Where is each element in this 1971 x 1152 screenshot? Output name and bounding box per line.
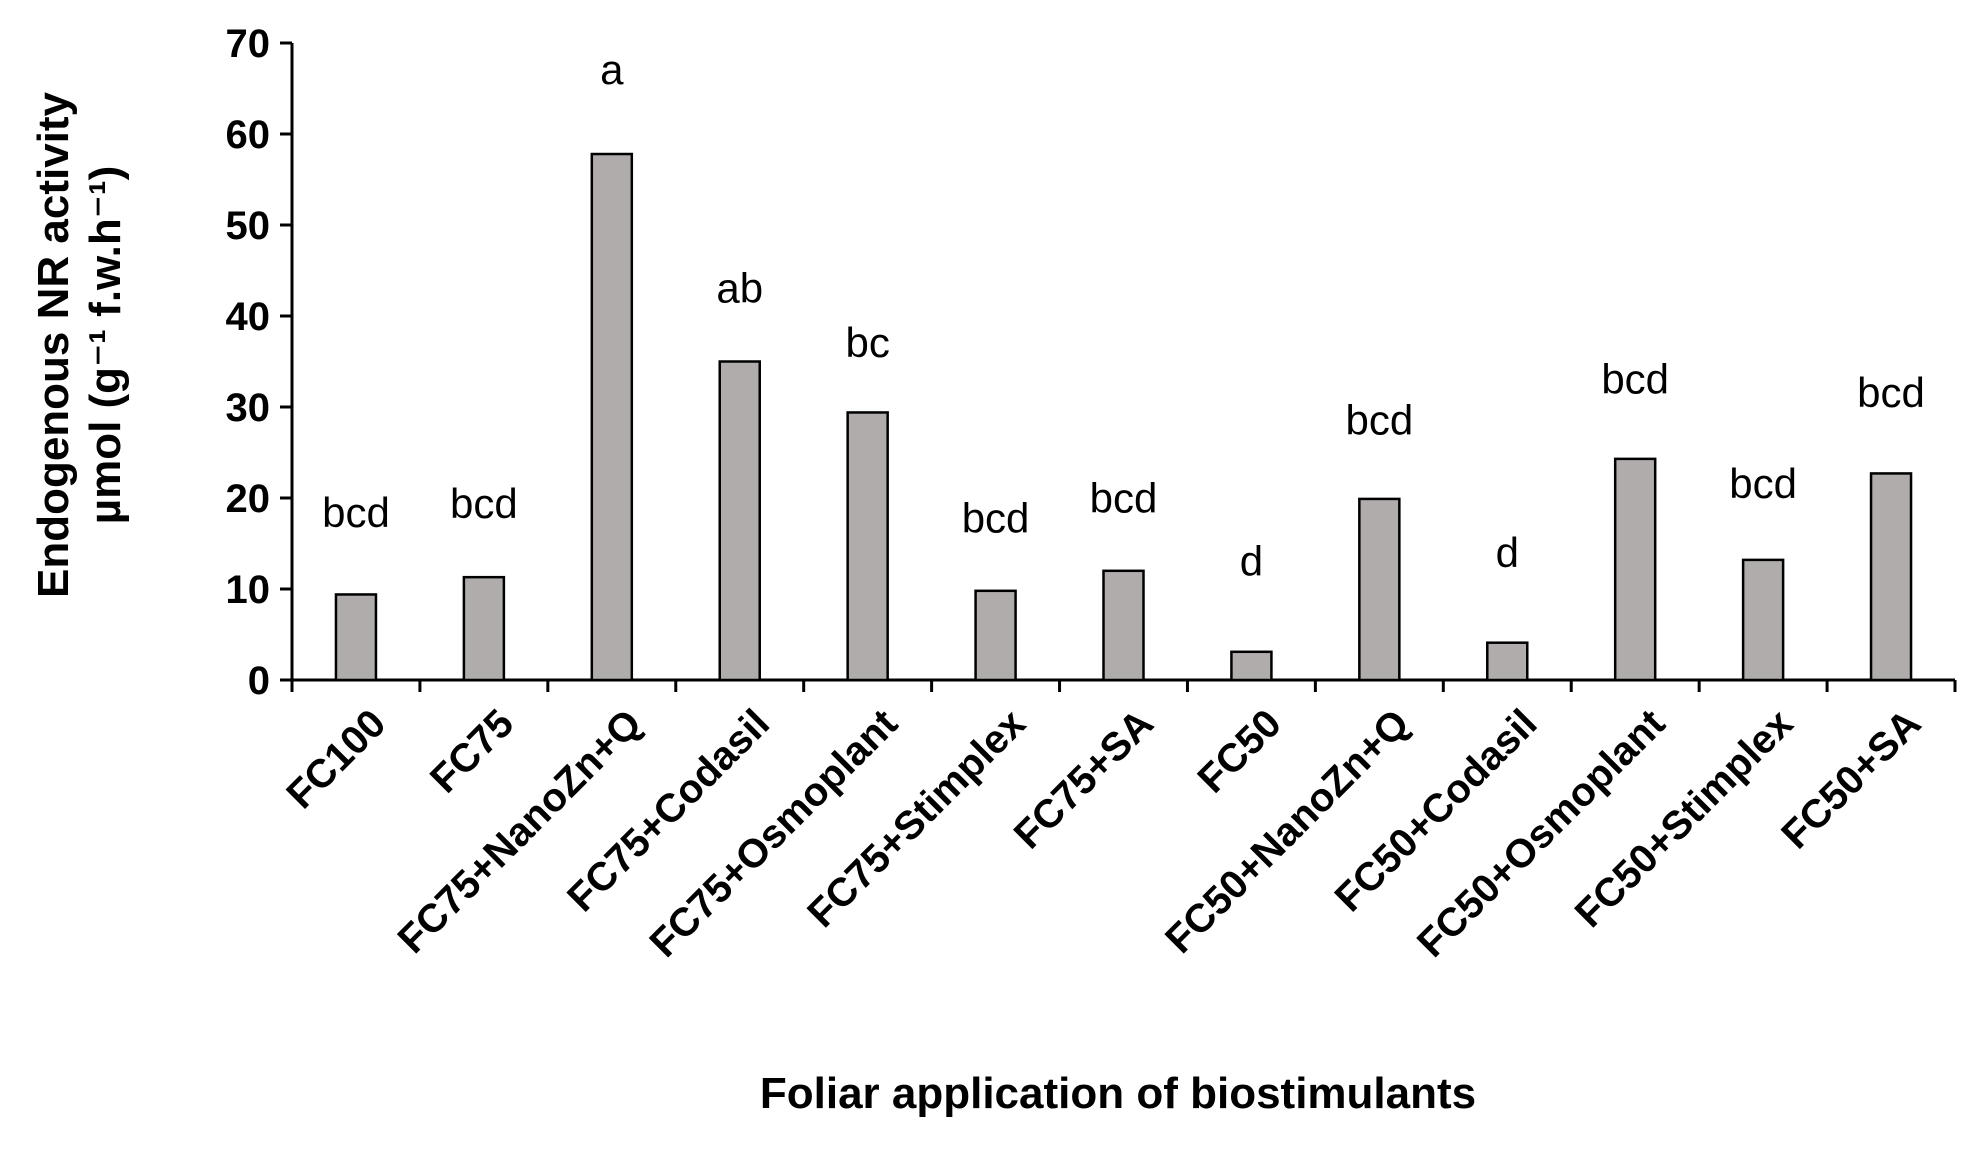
significance-label: bcd [1729, 460, 1797, 507]
significance-label: d [1496, 529, 1519, 576]
x-tick-label: FC75+Osmoplant [642, 701, 907, 966]
significance-label: d [1240, 537, 1263, 584]
significance-label: bcd [322, 489, 390, 536]
bar [1358, 497, 1401, 682]
bar [718, 360, 761, 682]
significance-label: bcd [1090, 475, 1158, 522]
x-tick-label: FC50+NanoZn+Q [1157, 701, 1418, 962]
bar [1102, 569, 1145, 682]
significance-label: bcd [1601, 355, 1669, 402]
bar [846, 411, 889, 682]
bar [462, 575, 506, 682]
y-tick-label: 70 [226, 22, 271, 66]
x-tick-label: FC50+Stimplex [1567, 701, 1802, 936]
bar [1613, 457, 1657, 682]
y-tick-label: 60 [226, 113, 271, 157]
bar [334, 593, 378, 682]
significance-label: bcd [1345, 396, 1413, 443]
x-tick-label: FC50+SA [1773, 701, 1929, 857]
bar [1869, 472, 1913, 682]
significance-label: a [600, 46, 624, 93]
y-tick-label: 30 [226, 386, 271, 430]
x-tick-label: FC100 [278, 701, 394, 817]
y-tick-label: 20 [226, 477, 271, 521]
y-axis-title: Endogenous NR activity µmol (g⁻¹ f.w.h⁻¹… [29, 91, 130, 598]
x-tick-label: FC75+Stimplex [799, 701, 1034, 936]
x-tick-label: FC75 [422, 701, 522, 801]
x-tick-label: FC50 [1190, 701, 1290, 801]
x-tick-label: FC75+NanoZn+Q [390, 701, 651, 962]
bar [590, 152, 634, 682]
y-tick-label: 0 [248, 659, 270, 703]
significance-label: bc [845, 319, 889, 366]
significance-label: bcd [1857, 369, 1925, 416]
x-tick-label: FC75+SA [1006, 701, 1162, 857]
significance-label: bcd [962, 495, 1030, 542]
bar [1486, 641, 1529, 682]
significance-label: ab [716, 264, 763, 311]
plot-area: 010203040506070bcdFC100bcdFC75aFC75+Nano… [226, 22, 1957, 966]
bar [1230, 650, 1273, 682]
bar [974, 589, 1017, 682]
x-axis-title: Foliar application of biostimulants [760, 1069, 1476, 1118]
y-tick-label: 10 [226, 568, 271, 612]
y-tick-label: 40 [226, 295, 271, 339]
bar [1741, 558, 1785, 682]
significance-label: bcd [450, 480, 518, 527]
y-axis-title-line2: µmol (g⁻¹ f.w.h⁻¹) [81, 166, 130, 525]
y-axis-title-line1: Endogenous NR activity [29, 91, 78, 598]
x-tick-label: FC50+Osmoplant [1409, 701, 1674, 966]
y-tick-label: 50 [226, 204, 271, 248]
